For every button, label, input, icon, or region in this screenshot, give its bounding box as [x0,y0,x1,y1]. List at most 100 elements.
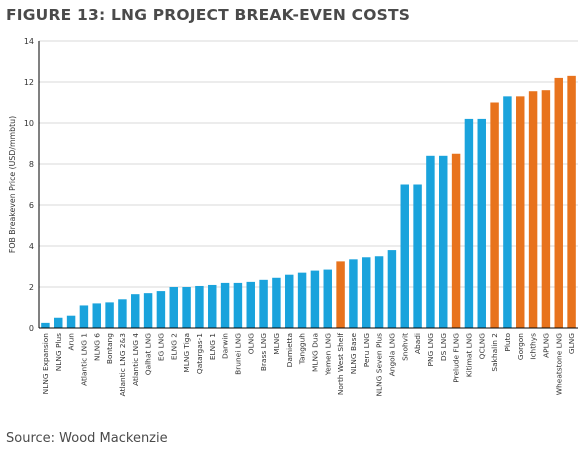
axes [38,41,578,329]
x-tick-label: North West Shelf [336,333,345,396]
x-tick-label: NLNG Plus [54,333,63,371]
x-tick-label: MLNG Dua [310,333,319,372]
bar-aplng [541,90,551,328]
bar-mlng [272,277,281,328]
x-tick-label: Atlantic LNG 4 [131,333,140,386]
bar-brunei-lng [233,282,243,328]
x-tick-labels: NLNG Expansion NLNG Plus Arun Atlantic LNG … [41,333,576,397]
x-tick-label: EG LNG [156,333,165,361]
x-tick-label: PNG LNG [426,333,435,367]
bar-elng-2 [169,287,178,328]
bar-prelude-flng [451,153,461,328]
x-tick-label: Damietta [285,333,294,367]
y-tick-labels: 0 2 4 6 8 10 12 14 [24,37,34,333]
bar-yemen-lng [323,269,332,328]
bar-bontang [105,302,114,328]
bar-qclng [477,118,486,329]
bar-mlng-tiga [182,287,191,328]
bar-glng [567,75,576,328]
bar-pluto [503,96,512,328]
y-tick-label: 8 [29,160,34,169]
y-tick-label: 12 [24,78,34,87]
bar-peru-lng [362,257,371,328]
x-tick-label: Prelude FLNG [452,333,461,383]
source-note: Source: Wood Mackenzie [6,431,168,446]
bar-elng-1 [208,284,217,328]
x-tick-label: Brass LNG [259,333,268,371]
bar-north-west-shelf [336,261,345,328]
bar-atlantic-lng-4 [131,294,140,328]
x-tick-label: Bontang [105,333,114,364]
bar-atlantic-lng-2-3 [118,299,127,328]
bar-nlng-seven-plus [374,256,384,328]
y-tick-label: 14 [24,37,34,46]
bar-arun [66,315,76,328]
x-tick-label: Yemen LNG [323,333,332,377]
bar-atlantic-lng-1 [79,305,89,328]
x-tick-label: Snohvit [400,333,409,361]
bars [41,75,576,329]
x-tick-label: DS LNG [439,333,448,361]
bar-nlng-plus [54,317,63,328]
x-tick-label: Abadi [413,333,422,354]
x-tick-label: MLNG [272,333,281,355]
bar-snohvit [400,184,409,328]
bar-damietta [285,274,294,328]
x-tick-label: ELNG 1 [208,333,217,360]
x-tick-label: Arun [67,333,76,351]
x-tick-label: Atlantic LNG 2&3 [118,333,127,397]
bar-sakhalin-2 [490,102,499,328]
y-tick-label: 4 [29,242,34,251]
bar-ichthys [528,91,538,328]
bar-png-lng [426,155,435,328]
x-tick-label: APLNG [541,333,550,358]
bar-qalhat-lng [143,293,153,328]
x-tick-label: Kitimat LNG [464,333,473,377]
bar-darwin [220,282,230,328]
bar-nlng-expansion [41,322,50,328]
x-tick-label: QCLNG [477,333,486,360]
bar-kitimat-lng [464,118,474,329]
bar-nlng-6 [92,303,101,328]
x-tick-label: Angola LNG [387,333,396,377]
x-tick-label: Sakhalin 2 [490,333,499,372]
bar-abadi [413,184,422,328]
y-tick-label: 10 [24,119,34,128]
y-tick-label: 6 [29,201,34,210]
bar-qatargas-1 [195,285,204,328]
x-tick-label: Qalhat LNG [144,333,153,376]
y-axis-label: FOB Breakeven Price (USD/mmbtu) [8,116,17,253]
x-tick-label: Wheatstone LNG [554,333,563,395]
x-tick-label: Qatargas-1 [195,333,204,374]
bar-tangguh [297,272,307,328]
x-tick-label: NLNG Seven Plus [375,333,384,397]
x-tick-label: NLNG Expansion [41,333,50,395]
x-tick-label: Pluto [503,333,512,352]
bar-ds-lng [439,155,448,328]
x-tick-label: ELNG 2 [169,333,178,360]
x-tick-label: Atlantic LNG 1 [79,333,88,386]
x-tick-label: Ichthys [529,333,538,360]
x-tick-label: NLNG 6 [92,333,101,361]
x-tick-label: OLNG [246,333,255,354]
bar-olng [246,281,255,328]
x-tick-label: Brunei LNG [233,333,242,375]
chart-title: FIGURE 13: LNG PROJECT BREAK-EVEN COSTS [6,6,411,24]
bar-brass-lng [259,279,268,328]
x-tick-label: GLNG [567,333,576,354]
bar-mlng-dua [310,270,320,328]
x-tick-label: NLNG Base [349,333,358,375]
x-tick-label: Peru LNG [362,333,371,367]
bar-wheatstone-lng [554,77,563,329]
x-tick-label: Darwin [221,333,230,359]
x-tick-label: Tangguh [298,333,307,366]
y-tick-label: 2 [29,283,34,292]
bar-nlng-base [349,259,358,328]
bar-gorgon [516,96,525,328]
y-tick-label: 0 [29,324,34,333]
bar-eg-lng [156,291,166,328]
x-tick-label: Gorgon [516,333,525,360]
bar-angola-lng [387,250,397,328]
x-tick-label: MLNG Tiga [182,333,191,373]
